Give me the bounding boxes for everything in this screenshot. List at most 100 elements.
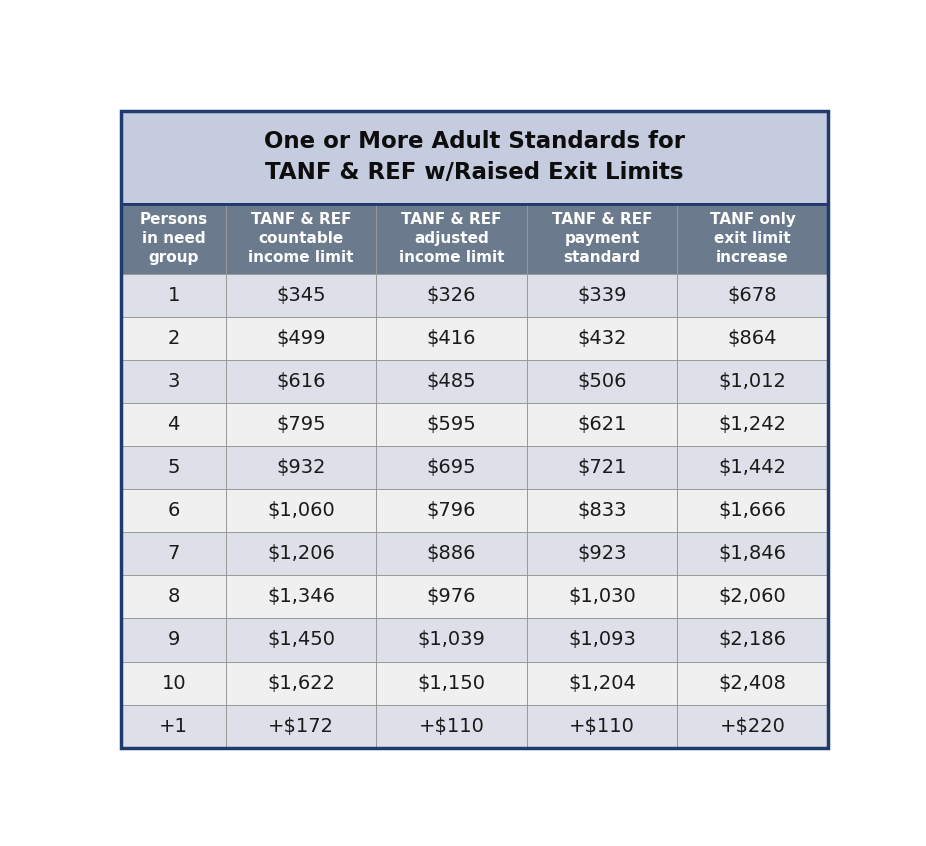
Bar <box>376 204 527 273</box>
Bar <box>677 575 828 618</box>
Text: $432: $432 <box>577 329 627 348</box>
Text: $695: $695 <box>427 458 477 477</box>
Text: $833: $833 <box>577 501 627 520</box>
Bar <box>376 403 527 446</box>
Text: $1,242: $1,242 <box>719 415 786 434</box>
Text: 8: 8 <box>168 587 180 607</box>
Text: $721: $721 <box>577 458 627 477</box>
Text: $1,150: $1,150 <box>418 673 485 693</box>
Bar <box>376 618 527 662</box>
Text: $499: $499 <box>277 329 326 348</box>
Bar <box>121 489 226 532</box>
Text: TANF & REF
countable
income limit: TANF & REF countable income limit <box>248 212 354 266</box>
Text: +$110: +$110 <box>569 717 635 736</box>
Bar <box>527 204 677 273</box>
Bar <box>677 316 828 360</box>
Bar <box>677 705 828 748</box>
Bar <box>677 204 828 273</box>
Text: 1: 1 <box>168 286 180 305</box>
Text: 3: 3 <box>168 372 180 391</box>
Text: $1,442: $1,442 <box>719 458 786 477</box>
Bar <box>121 112 828 204</box>
Text: $621: $621 <box>577 415 627 434</box>
Bar <box>226 403 376 446</box>
Bar <box>226 489 376 532</box>
Text: 9: 9 <box>168 630 180 650</box>
Bar <box>527 705 677 748</box>
Bar <box>527 403 677 446</box>
Bar <box>527 316 677 360</box>
Text: $932: $932 <box>277 458 326 477</box>
Text: $1,093: $1,093 <box>568 630 636 650</box>
Text: +1: +1 <box>159 717 188 736</box>
Bar <box>527 618 677 662</box>
Text: Persons
in need
group: Persons in need group <box>140 212 207 266</box>
Text: TANF & REF
payment
standard: TANF & REF payment standard <box>552 212 652 266</box>
Text: $976: $976 <box>427 587 476 607</box>
Bar <box>226 532 376 575</box>
Text: $1,622: $1,622 <box>268 673 335 693</box>
Text: 5: 5 <box>168 458 180 477</box>
Bar <box>226 705 376 748</box>
Text: 10: 10 <box>161 673 186 693</box>
Bar <box>121 532 226 575</box>
Text: 6: 6 <box>168 501 180 520</box>
Bar <box>677 360 828 403</box>
Text: 2: 2 <box>168 329 180 348</box>
Bar <box>121 112 828 204</box>
Bar <box>226 204 376 273</box>
Bar <box>376 273 527 316</box>
Bar <box>226 618 376 662</box>
Text: $1,346: $1,346 <box>268 587 335 607</box>
Bar <box>226 316 376 360</box>
Bar <box>677 273 828 316</box>
Text: $326: $326 <box>427 286 476 305</box>
Text: $678: $678 <box>728 286 777 305</box>
Text: $2,060: $2,060 <box>719 587 786 607</box>
Bar <box>527 532 677 575</box>
Text: $2,186: $2,186 <box>719 630 786 650</box>
Bar <box>226 575 376 618</box>
Text: $506: $506 <box>577 372 627 391</box>
Text: $616: $616 <box>277 372 326 391</box>
Bar <box>121 204 226 273</box>
Text: $1,450: $1,450 <box>268 630 335 650</box>
Text: 7: 7 <box>168 544 180 563</box>
Text: $864: $864 <box>728 329 777 348</box>
Bar <box>677 662 828 705</box>
Bar <box>121 618 226 662</box>
Bar <box>376 575 527 618</box>
Bar <box>121 403 226 446</box>
Text: $886: $886 <box>427 544 476 563</box>
Bar <box>527 446 677 489</box>
Text: $1,060: $1,060 <box>268 501 335 520</box>
Bar <box>527 575 677 618</box>
Text: $339: $339 <box>577 286 627 305</box>
Text: $2,408: $2,408 <box>719 673 786 693</box>
Bar <box>226 273 376 316</box>
Bar <box>527 273 677 316</box>
Text: +$172: +$172 <box>269 717 334 736</box>
Bar <box>121 446 226 489</box>
Text: $1,204: $1,204 <box>568 673 636 693</box>
Bar <box>677 489 828 532</box>
Text: TANF & REF
adjusted
income limit: TANF & REF adjusted income limit <box>399 212 505 266</box>
Bar <box>121 662 226 705</box>
Bar <box>527 360 677 403</box>
Bar <box>527 662 677 705</box>
Bar <box>376 489 527 532</box>
Text: $795: $795 <box>276 415 326 434</box>
Text: One or More Adult Standards for
TANF & REF w/Raised Exit Limits: One or More Adult Standards for TANF & R… <box>264 130 685 184</box>
Text: $1,666: $1,666 <box>719 501 786 520</box>
Bar <box>121 360 226 403</box>
Text: +$110: +$110 <box>419 717 484 736</box>
Text: $1,030: $1,030 <box>569 587 636 607</box>
Text: $1,846: $1,846 <box>719 544 786 563</box>
Text: $485: $485 <box>427 372 477 391</box>
Bar <box>677 446 828 489</box>
Text: $923: $923 <box>577 544 627 563</box>
Bar <box>527 489 677 532</box>
Text: TANF only
exit limit
increase: TANF only exit limit increase <box>709 212 795 266</box>
Bar <box>376 360 527 403</box>
Text: $796: $796 <box>427 501 476 520</box>
